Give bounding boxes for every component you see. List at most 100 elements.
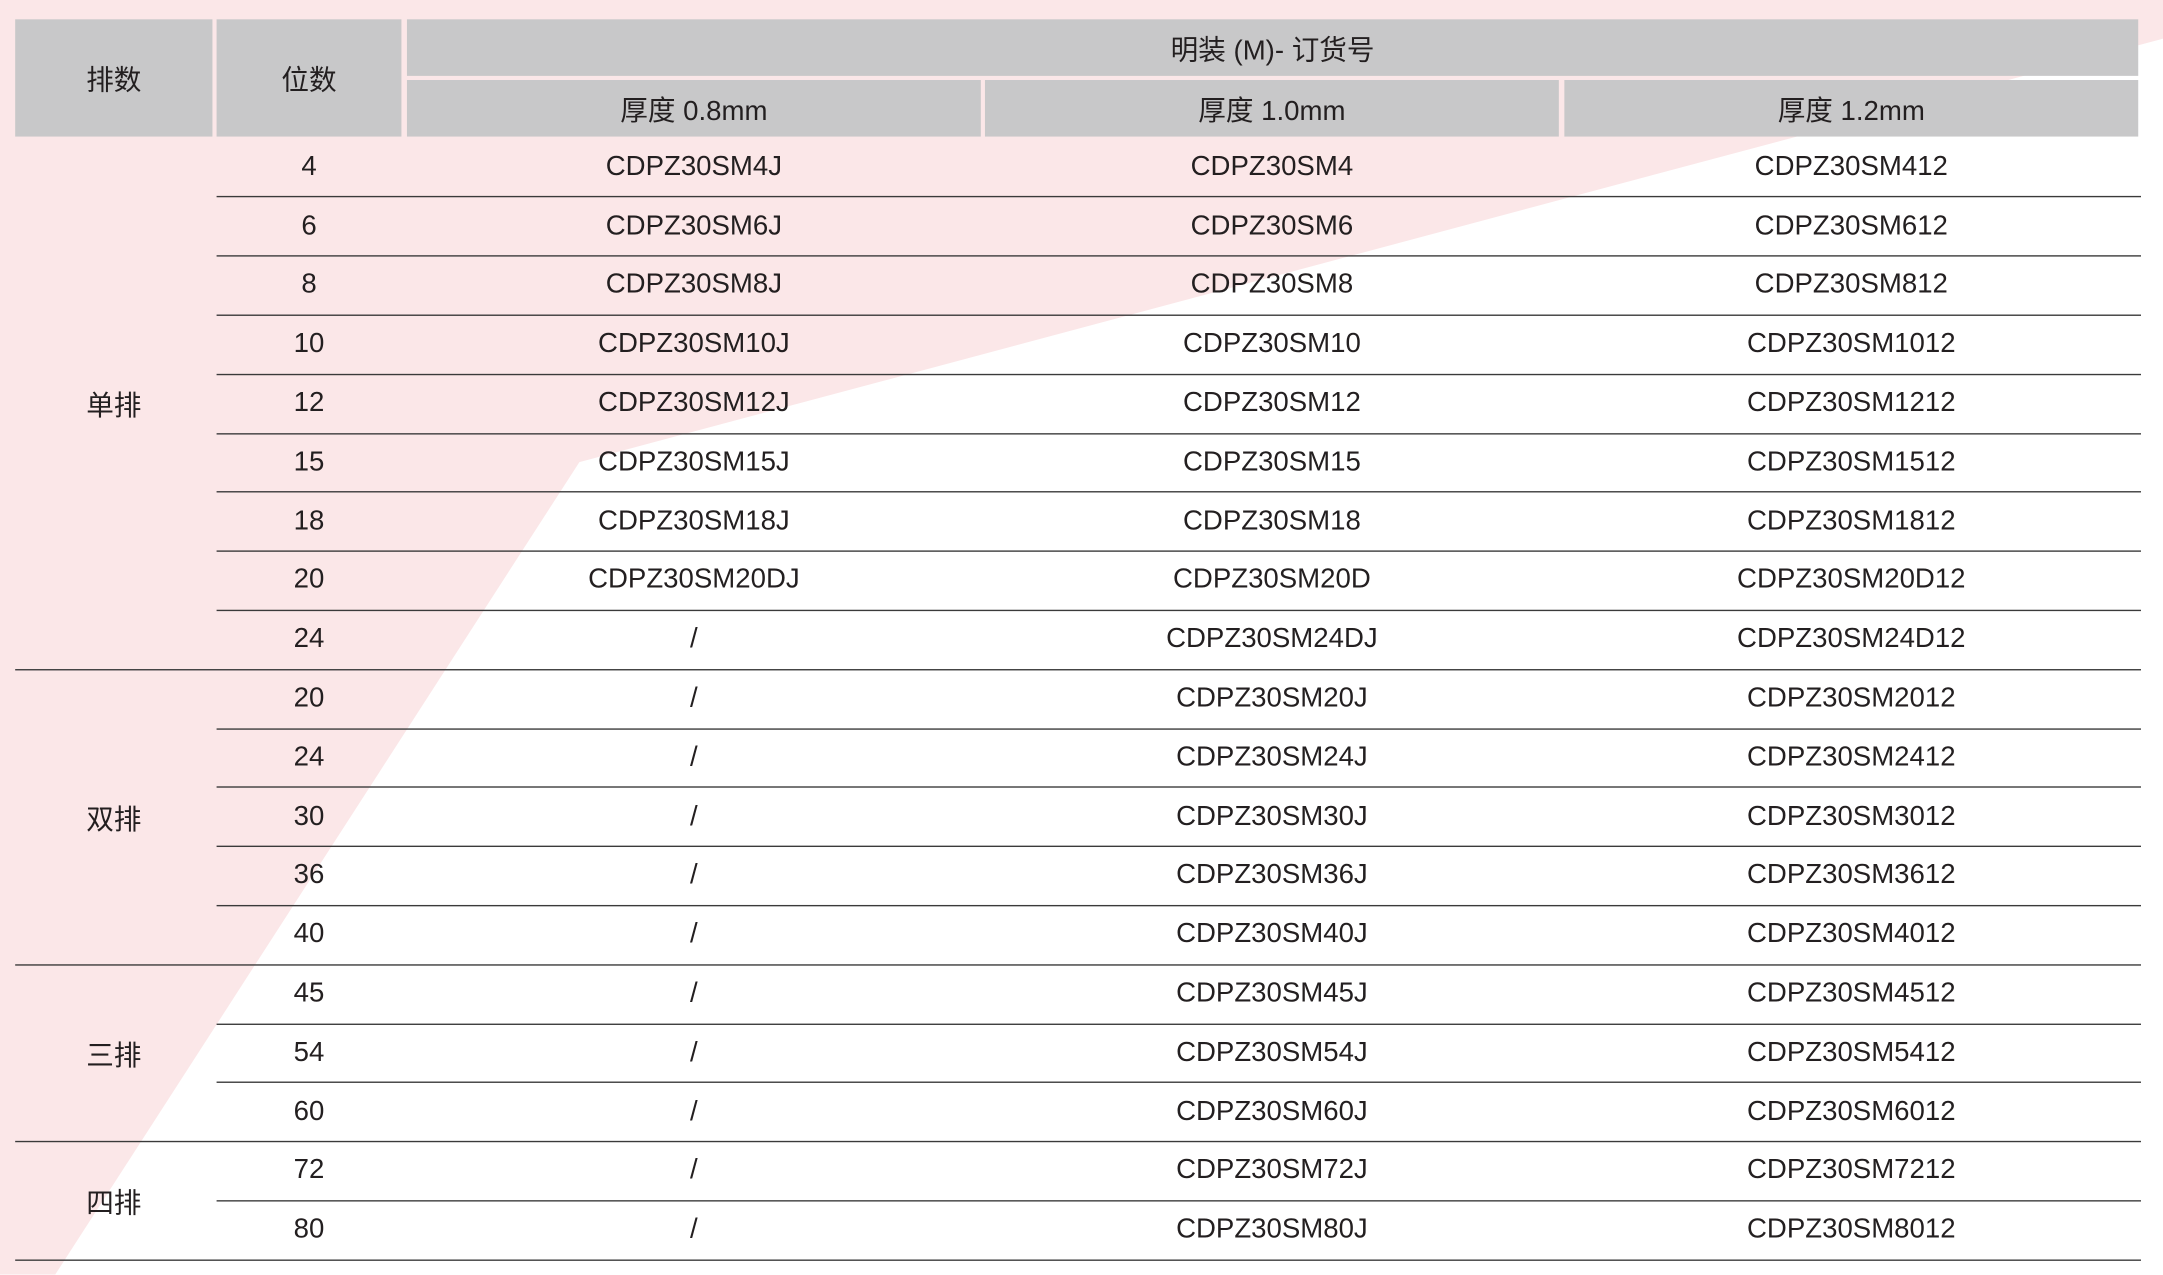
- positions-cell: 20: [293, 682, 325, 714]
- positions-cell: 12: [293, 387, 325, 419]
- order-code-cell: CDPZ30SM18: [1182, 505, 1361, 537]
- order-code-cell: CDPZ30SM24DJ: [1166, 623, 1378, 655]
- row-divider: [216, 432, 2141, 434]
- row-divider: [216, 550, 2141, 552]
- order-code-cell: /: [690, 682, 698, 714]
- row-divider: [216, 904, 2141, 907]
- row-divider: [216, 196, 2141, 198]
- positions-cell: 24: [293, 623, 325, 655]
- row-divider: [15, 1259, 2141, 1261]
- order-code-cell: CDPZ30SM20J: [1176, 682, 1368, 714]
- positions-cell: 80: [293, 1214, 325, 1245]
- order-code-cell: /: [690, 1096, 698, 1127]
- order-code-cell: CDPZ30SM60J: [1176, 1096, 1368, 1127]
- row-divider: [216, 491, 2141, 493]
- order-code-cell: CDPZ30SM2012: [1747, 682, 1956, 714]
- row-divider: [216, 314, 2141, 316]
- order-code-cell: CDPZ30SM8J: [605, 269, 783, 301]
- order-code-cell: CDPZ30SM8: [1190, 269, 1354, 301]
- order-code-cell: CDPZ30SM12: [1182, 387, 1361, 419]
- order-code-cell: CDPZ30SM24D12: [1737, 623, 1966, 655]
- row-divider: [216, 786, 2141, 789]
- header-positions: 位数: [216, 19, 402, 137]
- order-code-cell: CDPZ30SM7212: [1747, 1155, 1956, 1186]
- order-code-cell: CDPZ30SM5412: [1747, 1037, 1956, 1068]
- positions-cell: 10: [293, 328, 325, 360]
- order-code-cell: CDPZ30SM4012: [1747, 919, 1956, 950]
- positions-cell: 20: [293, 564, 325, 596]
- order-code-cell: CDPZ30SM612: [1754, 210, 1948, 241]
- positions-cell: 45: [293, 978, 325, 1009]
- order-code-cell: /: [690, 1037, 698, 1068]
- header-thickness-0-8: 厚度 0.8mm: [406, 80, 981, 137]
- order-code-cell: CDPZ30SM72J: [1176, 1155, 1368, 1186]
- order-code-cell: CDPZ30SM1812: [1747, 505, 1956, 537]
- order-code-cell: CDPZ30SM4512: [1747, 978, 1956, 1009]
- order-code-cell: CDPZ30SM20DJ: [588, 564, 800, 596]
- order-code-cell: CDPZ30SM40J: [1176, 919, 1368, 950]
- row-divider: [15, 668, 2141, 671]
- order-code-cell: CDPZ30SM1212: [1747, 387, 1956, 419]
- order-code-cell: CDPZ30SM6012: [1747, 1096, 1956, 1127]
- order-code-cell: CDPZ30SM24J: [1176, 742, 1368, 773]
- row-divider: [15, 1140, 2141, 1143]
- order-code-cell: CDPZ30SM6: [1190, 210, 1354, 241]
- order-code-cell: CDPZ30SM15: [1182, 446, 1361, 478]
- order-code-cell: CDPZ30SM54J: [1176, 1037, 1368, 1068]
- positions-cell: 54: [293, 1037, 325, 1068]
- order-code-cell: CDPZ30SM80J: [1176, 1214, 1368, 1245]
- positions-cell: 8: [301, 269, 317, 301]
- positions-cell: 4: [301, 151, 317, 182]
- order-code-cell: CDPZ30SM30J: [1176, 801, 1368, 832]
- row-divider: [216, 1200, 2141, 1202]
- order-code-cell: CDPZ30SM4: [1190, 151, 1354, 182]
- order-code-cell: /: [690, 978, 698, 1009]
- order-code-cell: CDPZ30SM4J: [605, 151, 783, 182]
- order-code-cell: /: [690, 860, 698, 891]
- order-code-cell: /: [690, 623, 698, 655]
- positions-cell: 6: [301, 210, 317, 241]
- header-order-group: 明装 (M)- 订货号: [406, 19, 2139, 76]
- header-thickness-1-0: 厚度 1.0mm: [984, 80, 1559, 137]
- row-divider: [216, 845, 2141, 848]
- order-code-cell: /: [690, 1155, 698, 1186]
- order-code-cell: CDPZ30SM8012: [1747, 1214, 1956, 1245]
- row-divider: [216, 255, 2141, 257]
- row-divider: [216, 1081, 2141, 1084]
- row-group-label: 四排: [86, 1188, 142, 1220]
- order-code-cell: CDPZ30SM412: [1754, 151, 1948, 182]
- order-code-cell: CDPZ30SM1512: [1747, 446, 1956, 478]
- order-code-cell: /: [690, 801, 698, 832]
- order-code-cell: CDPZ30SM812: [1754, 269, 1948, 301]
- row-group-label: 单排: [86, 391, 142, 423]
- order-code-cell: CDPZ30SM12J: [598, 387, 790, 419]
- positions-cell: 72: [293, 1155, 325, 1186]
- order-code-cell: CDPZ30SM10J: [598, 328, 790, 360]
- row-divider: [216, 609, 2141, 611]
- row-group-label: 双排: [86, 805, 142, 836]
- order-code-cell: CDPZ30SM45J: [1176, 978, 1368, 1009]
- positions-cell: 36: [293, 860, 325, 891]
- order-code-cell: /: [690, 1214, 698, 1245]
- order-code-cell: CDPZ30SM2412: [1747, 742, 1956, 773]
- order-code-cell: CDPZ30SM3612: [1747, 860, 1956, 891]
- order-code-cell: CDPZ30SM15J: [598, 446, 790, 478]
- header-thickness-1-2: 厚度 1.2mm: [1564, 80, 2139, 137]
- order-code-cell: CDPZ30SM1012: [1747, 328, 1956, 360]
- row-group-label: 三排: [86, 1041, 142, 1072]
- order-code-cell: CDPZ30SM10: [1182, 328, 1361, 360]
- order-code-cell: CDPZ30SM20D: [1172, 564, 1371, 596]
- header-rows: 排数: [15, 19, 213, 137]
- order-code-cell: CDPZ30SM20D12: [1737, 564, 1966, 596]
- positions-cell: 15: [293, 446, 325, 478]
- row-divider: [15, 963, 2141, 966]
- order-code-cell: CDPZ30SM3012: [1747, 801, 1956, 832]
- order-code-cell: CDPZ30SM6J: [605, 210, 783, 241]
- row-divider: [216, 727, 2141, 730]
- row-divider: [216, 1022, 2141, 1025]
- order-code-cell: CDPZ30SM36J: [1176, 860, 1368, 891]
- order-code-cell: /: [690, 742, 698, 773]
- positions-cell: 30: [293, 801, 325, 832]
